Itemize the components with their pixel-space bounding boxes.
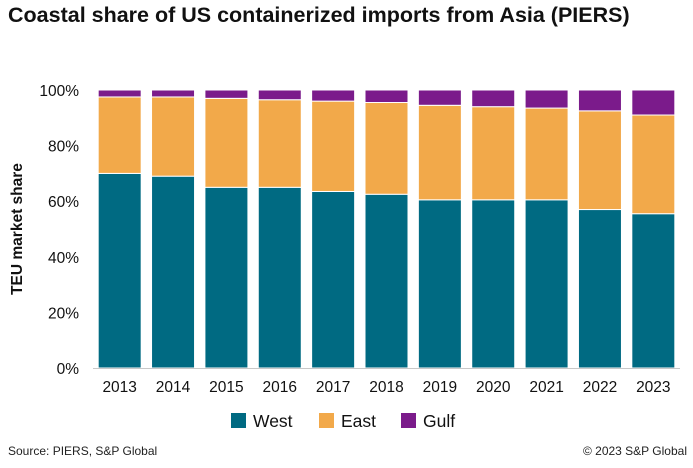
copyright-note: © 2023 S&P Global: [582, 444, 687, 458]
bar-gulf-2016: [257, 89, 302, 101]
bar-east-2019: [417, 104, 462, 201]
bar-east-2014: [151, 96, 196, 177]
y-tick-label: 0%: [57, 361, 80, 378]
bar-gulf-2021: [524, 89, 569, 109]
legend-swatch-east: [319, 413, 334, 428]
bar-west-2015: [204, 186, 249, 369]
x-tick-label: 2021: [529, 379, 563, 396]
bar-east-2021: [524, 107, 569, 201]
bar-west-2023: [631, 213, 676, 369]
y-tick-label: 20%: [48, 305, 79, 322]
bar-gulf-2013: [97, 89, 142, 98]
bar-east-2017: [311, 100, 356, 192]
bar-gulf-2018: [364, 89, 409, 104]
bar-west-2019: [417, 199, 462, 369]
bar-gulf-2019: [417, 89, 462, 106]
bar-west-2018: [364, 193, 409, 369]
y-tick-label: 40%: [48, 250, 79, 267]
x-tick-label: 2023: [636, 379, 670, 396]
bar-east-2023: [631, 114, 676, 215]
bar-gulf-2020: [471, 89, 516, 108]
bar-gulf-2022: [577, 89, 622, 112]
bar-west-2017: [311, 190, 356, 369]
bar-gulf-2015: [204, 89, 249, 99]
y-tick-label: 60%: [48, 194, 79, 211]
source-note: Source: PIERS, S&P Global: [8, 444, 158, 458]
x-tick-label: 2018: [369, 379, 403, 396]
x-tick-label: 2019: [423, 379, 457, 396]
y-axis-label: TEU market share: [9, 163, 26, 295]
bar-west-2014: [151, 175, 196, 369]
bar-east-2015: [204, 97, 249, 188]
bar-gulf-2014: [151, 89, 196, 98]
bar-gulf-2017: [311, 89, 356, 102]
bar-east-2013: [97, 96, 142, 174]
x-tick-label: 2014: [156, 379, 191, 396]
legend-swatch-west: [231, 413, 246, 428]
bar-gulf-2023: [631, 89, 676, 116]
bar-east-2016: [257, 99, 302, 188]
bar-east-2022: [577, 110, 622, 211]
bar-west-2013: [97, 172, 142, 369]
bar-west-2022: [577, 209, 622, 369]
y-tick-label: 100%: [39, 83, 79, 100]
legend-label-west: West: [253, 411, 293, 431]
y-tick-label: 80%: [48, 139, 79, 156]
bar-west-2016: [257, 186, 302, 369]
x-tick-label: 2022: [583, 379, 617, 396]
x-tick-label: 2020: [476, 379, 511, 396]
legend-label-east: East: [341, 411, 376, 431]
bar-west-2021: [524, 199, 569, 369]
x-tick-label: 2016: [263, 379, 297, 396]
x-tick-label: 2013: [102, 379, 136, 396]
bar-east-2020: [471, 106, 516, 201]
x-tick-label: 2015: [209, 379, 243, 396]
bar-east-2018: [364, 102, 409, 195]
chart-title: Coastal share of US containerized import…: [8, 3, 630, 27]
x-tick-label: 2017: [316, 379, 350, 396]
legend-label-gulf: Gulf: [423, 411, 455, 431]
legend-swatch-gulf: [401, 413, 416, 428]
bar-west-2020: [471, 199, 516, 369]
